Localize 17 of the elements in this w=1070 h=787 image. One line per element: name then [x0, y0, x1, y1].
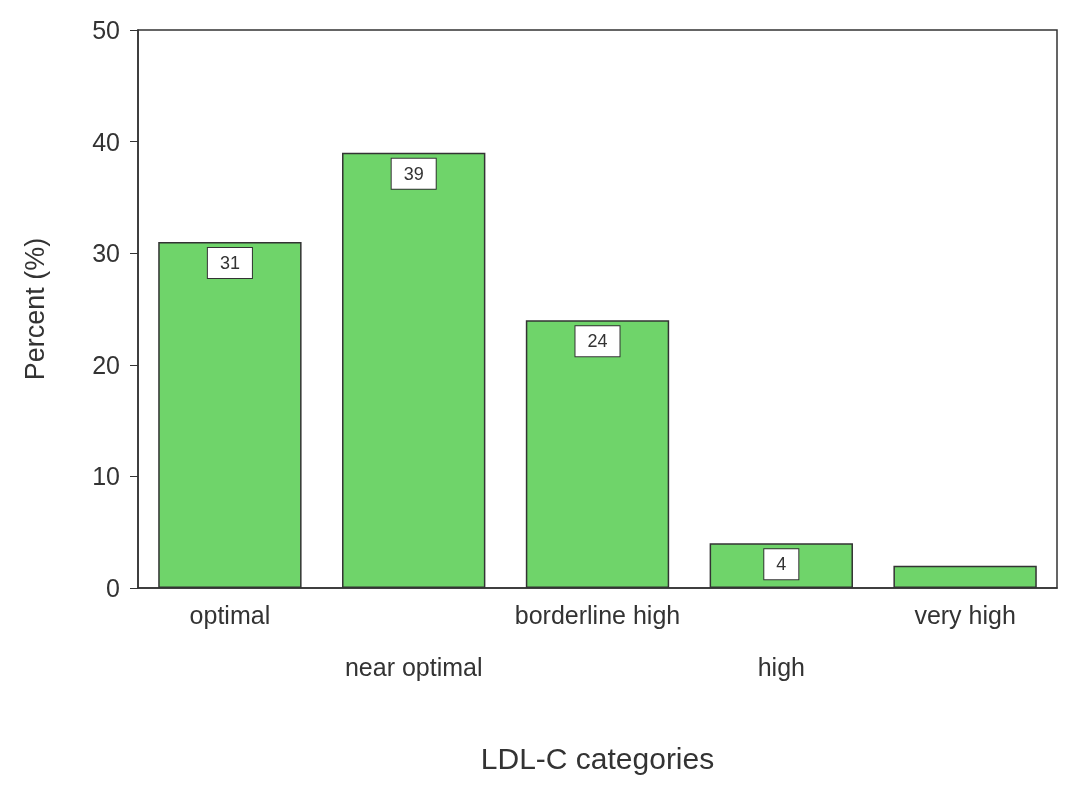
data-label: 24: [587, 331, 608, 352]
x-tick-label: high: [757, 653, 805, 681]
y-axis-title: Percent (%): [19, 237, 50, 381]
x-tick-label: near optimal: [344, 653, 483, 681]
y-tick-label: 10: [92, 462, 120, 491]
y-tick-label: 0: [106, 574, 120, 602]
y-tick-label: 50: [92, 16, 120, 44]
data-label: 31: [219, 253, 240, 274]
y-tick-label: 30: [92, 239, 120, 268]
x-tick-label: borderline high: [514, 601, 681, 629]
y-tick-label: 20: [92, 350, 120, 379]
x-axis-title: LDL-C categories: [480, 741, 715, 775]
data-label: 39: [403, 163, 424, 184]
x-tick-label: optimal: [189, 601, 271, 629]
x-tick-label: very high: [914, 601, 1016, 629]
y-tick-label: 40: [92, 127, 120, 156]
data-label: 4: [776, 554, 787, 575]
